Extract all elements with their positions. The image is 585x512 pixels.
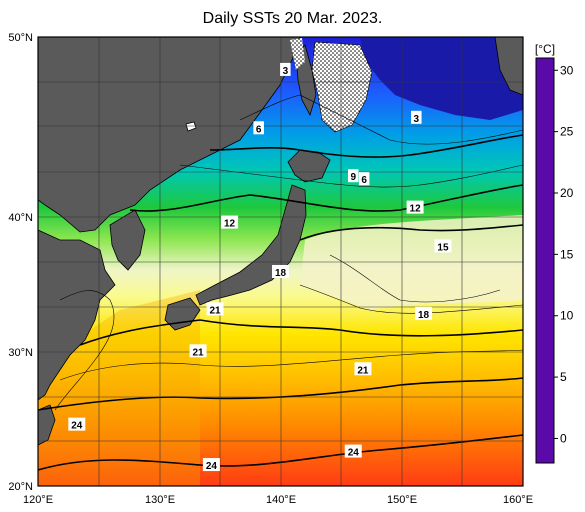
contour-label-bg xyxy=(206,302,224,316)
contour-label: 21 xyxy=(357,365,369,376)
map-frame xyxy=(37,36,524,487)
contour-label-bg xyxy=(68,417,86,431)
contour-label-bg xyxy=(202,458,220,472)
land xyxy=(38,37,523,446)
colorbar-tick-label: 10 xyxy=(560,309,574,323)
contour-label-bg xyxy=(221,215,239,229)
kyushu-island xyxy=(164,297,201,331)
contour-label-bg xyxy=(411,110,422,124)
contour-label: 24 xyxy=(71,421,83,432)
contour-label: 12 xyxy=(224,219,236,230)
colorbar-tick-label: 20 xyxy=(560,186,574,200)
colorbar-tick-label: 5 xyxy=(560,370,567,384)
map-title: Daily SSTs 20 Mar. 2023. xyxy=(202,10,383,27)
contour-label-bg xyxy=(253,121,264,135)
contour-label: 12 xyxy=(410,204,422,215)
contour-label-bg xyxy=(344,444,362,458)
contour-label: 21 xyxy=(209,305,221,316)
colorbar-tick-label: 15 xyxy=(560,247,574,261)
taiwan-island xyxy=(38,404,56,446)
colorbar-unit-label: [°C] xyxy=(535,42,555,56)
colorbar xyxy=(535,57,555,464)
contour-label-bg xyxy=(434,239,452,253)
lon-label-120e: 120°E xyxy=(23,494,53,506)
sea-ice-west xyxy=(290,38,305,70)
kuroshio-extension-warm-area xyxy=(300,215,523,310)
lat-label-20n: 20°N xyxy=(8,481,33,493)
lat-label-30n: 30°N xyxy=(8,347,33,359)
contour-label: 18 xyxy=(418,310,430,321)
contour-label: 9 xyxy=(350,172,356,183)
china-coast xyxy=(38,229,116,401)
contour-label: 15 xyxy=(437,243,449,254)
contour-label-bg xyxy=(189,344,207,358)
contour-label: 3 xyxy=(414,114,420,125)
contour-label-bg xyxy=(280,62,291,76)
contour-label: 24 xyxy=(348,448,360,459)
contour-label-bg xyxy=(415,306,433,320)
contour-label: 6 xyxy=(256,124,262,135)
contour-label-bg xyxy=(406,200,424,214)
isotherms xyxy=(38,94,523,471)
honshu-island xyxy=(195,184,307,306)
lon-label-160e: 160°E xyxy=(503,494,533,506)
lon-label-150e: 150°E xyxy=(387,494,417,506)
colorbar-tick-label: 0 xyxy=(560,431,567,445)
contour-label: 3 xyxy=(283,66,289,77)
contour-label: 24 xyxy=(206,461,218,472)
contour-label-bg xyxy=(348,169,359,183)
small-island xyxy=(185,121,197,132)
lat-label-40n: 40°N xyxy=(8,212,33,224)
lon-label-130e: 130°E xyxy=(145,494,175,506)
lat-lon-grid xyxy=(38,37,523,486)
contour-label-bg xyxy=(354,362,372,376)
contour-label-bg xyxy=(272,264,289,278)
sea-ice-okhotsk xyxy=(311,41,373,133)
colorbar-ticks: 30 25 20 15 10 5 0 xyxy=(554,63,574,445)
contour-label: 21 xyxy=(192,347,204,358)
lat-label-50n: 50°N xyxy=(8,32,33,44)
contour-label: 6 xyxy=(361,175,367,186)
southwest-warm-area xyxy=(38,290,200,486)
contour-label: 18 xyxy=(275,268,287,279)
contour-label-bg xyxy=(358,172,370,186)
colorbar-tick-label: 30 xyxy=(560,63,574,77)
colorbar-tick-label: 25 xyxy=(560,125,574,139)
sea-of-okhotsk-cold xyxy=(360,37,523,120)
kamchatka-peninsula xyxy=(494,37,523,96)
korean-peninsula xyxy=(109,209,146,271)
asian-mainland xyxy=(38,37,301,233)
lon-label-140e: 140°E xyxy=(266,494,296,506)
